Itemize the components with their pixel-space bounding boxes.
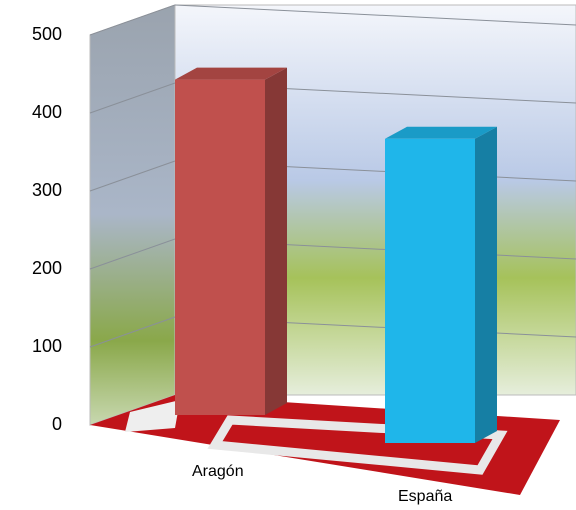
floor-logo [125,400,180,432]
grid-line [89,82,176,114]
y-tick-label: 100 [32,336,62,356]
bar-top [175,67,287,80]
x-tick-label: España [398,488,452,505]
x-tick-label: Aragón [192,463,244,480]
bar-side [265,67,287,415]
bars [175,67,497,444]
left-wall [89,4,176,426]
y-tick-label: 400 [32,102,62,122]
grid-line [89,160,176,192]
plot-walls [89,4,576,495]
bar [175,79,265,415]
y-tick-label: 300 [32,180,62,200]
grid-line [89,316,176,348]
y-tick-label: 200 [32,258,62,278]
bar-top [385,126,497,139]
grid-line [89,4,176,36]
bar [385,138,475,444]
grid-line [174,4,576,26]
y-tick-label: 500 [32,24,62,44]
bar-side [475,126,497,444]
grid-line [89,238,176,270]
y-tick-label: 0 [52,414,62,434]
